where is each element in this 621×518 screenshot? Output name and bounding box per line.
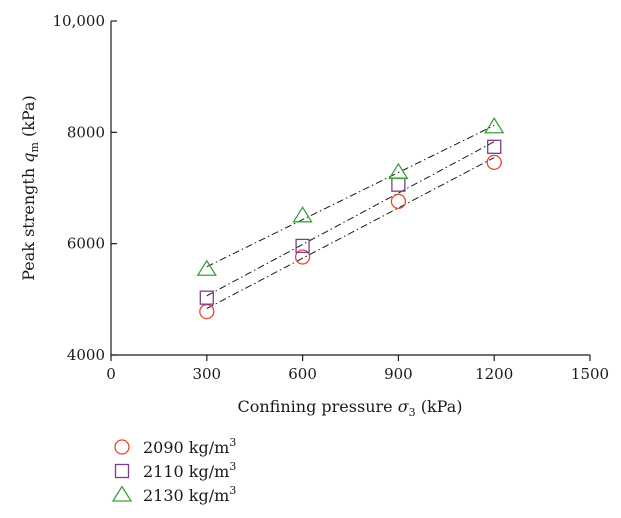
x-tick-label: 1200: [475, 365, 513, 383]
data-point-triangle: [196, 259, 217, 276]
x-tick-label: 900: [384, 365, 413, 383]
axes: [110, 21, 590, 356]
y-tick-label: 6000: [67, 235, 105, 253]
legend-marker-circle: [114, 439, 130, 455]
x-tick-label: 600: [288, 365, 317, 383]
y-tick-label: 10,000: [53, 12, 106, 30]
fit-line-triangle: [206, 124, 495, 268]
data-point-square: [295, 238, 310, 254]
x-tick-label: 1500: [571, 365, 609, 383]
legend-label: 2090 kg/m3: [143, 436, 236, 457]
legend-marker-triangle: [111, 485, 133, 502]
fit-lines: [206, 124, 495, 310]
legend-marker-square: [114, 463, 130, 479]
data-point-triangle: [484, 117, 505, 134]
x-tick-label: 300: [192, 365, 221, 383]
data-point-square: [487, 139, 502, 154]
fit-line-circle: [206, 157, 495, 310]
data-point-triangle: [388, 162, 409, 180]
data-point-circle: [199, 303, 215, 320]
legend-label: 2130 kg/m3: [143, 484, 236, 505]
data-point-triangle: [292, 206, 313, 223]
data-point-square: [199, 290, 214, 305]
y-axis-title: Peak strength qm (kPa): [19, 95, 41, 281]
x-axis-title: Confining pressure σ3 (kPa): [238, 397, 463, 419]
data-point-circle: [486, 154, 502, 171]
x-tick-label: 0: [106, 365, 116, 383]
data-point-circle: [390, 193, 407, 210]
legend-label: 2110 kg/m3: [143, 460, 236, 481]
ticks: 0 300 600 900 1200 1500 4000 6000 8000 10,000: [53, 12, 610, 383]
legend: 2090 kg/m3 2110 kg/m3 2130 kg/m3: [111, 436, 236, 505]
fit-line-square: [206, 141, 495, 297]
y-tick-label: 4000: [67, 346, 105, 364]
data-point-circle: [294, 249, 311, 265]
data-point-square: [391, 177, 406, 192]
y-tick-label: 8000: [67, 123, 105, 141]
data-markers: [196, 117, 505, 320]
